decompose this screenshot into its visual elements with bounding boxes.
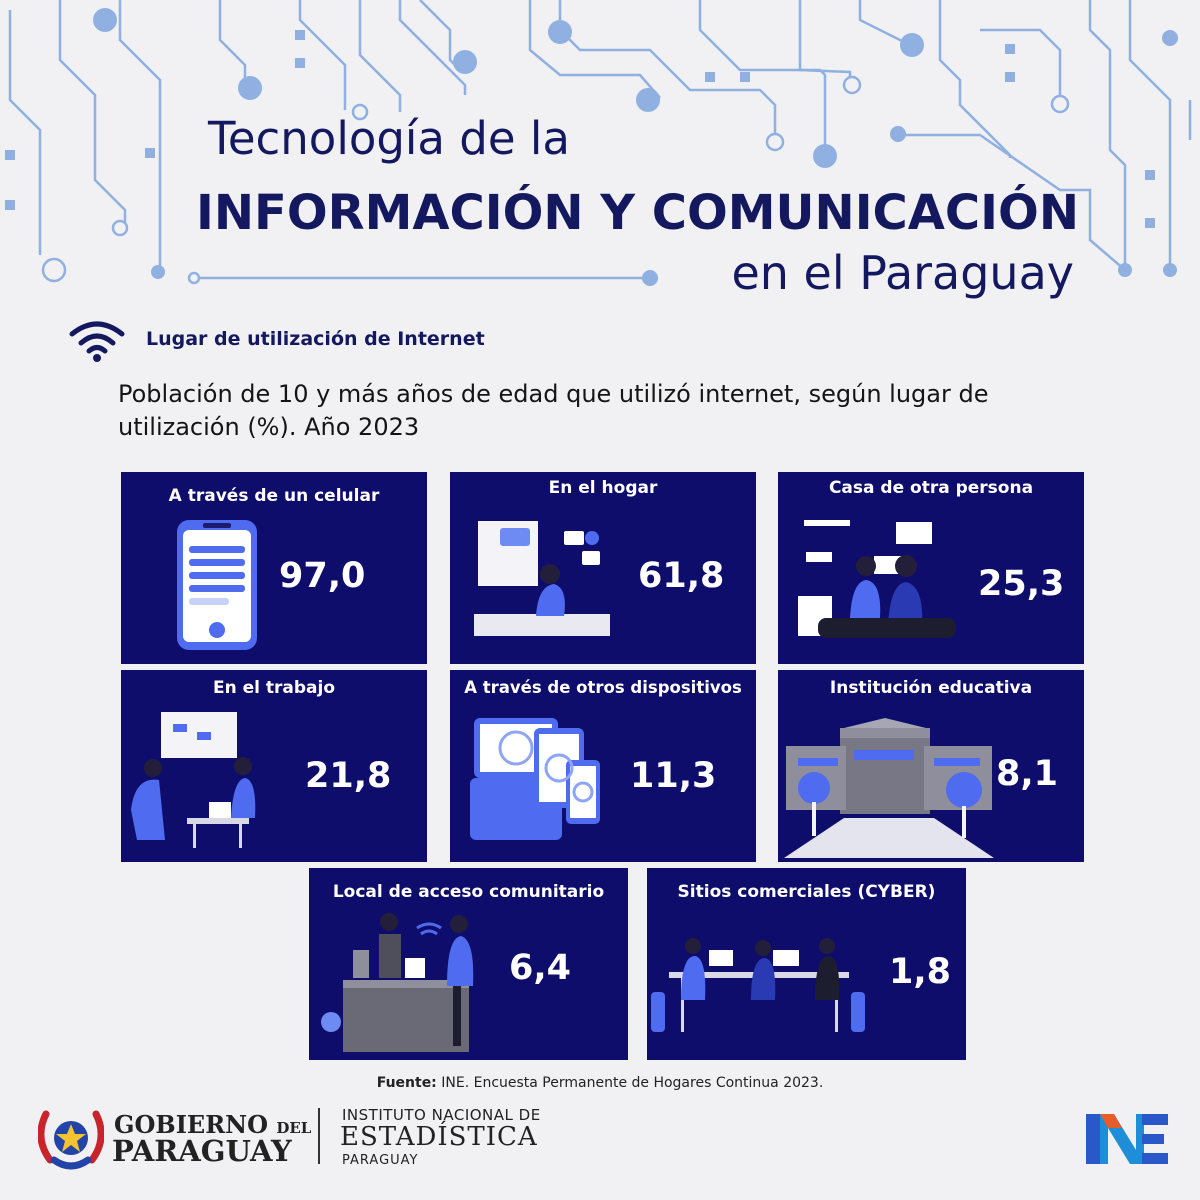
smartphone-icon: [177, 520, 257, 650]
card-label: En el trabajo: [212, 678, 336, 698]
title-line-1: Tecnología de la: [208, 112, 570, 165]
title-line-2: INFORMACIÓN Y COMUNICACIÓN: [196, 185, 1079, 241]
card-label: En el hogar: [548, 478, 658, 498]
wifi-icon: [69, 321, 125, 362]
logo-separator: [318, 1108, 320, 1164]
source-text: INE. Encuesta Permanente de Hogares Cont…: [436, 1075, 824, 1091]
card-value: 1,8: [889, 952, 952, 992]
people-icon: [798, 520, 956, 638]
gov-line1: GOBIERNO: [114, 1110, 268, 1139]
card-dispositivos: A través de otros dispositivos 11,3: [450, 670, 756, 862]
home-icon: [474, 521, 610, 636]
card-otra-persona: Casa de otra persona 25,3: [778, 472, 1084, 664]
section-title: Lugar de utilización de Internet: [146, 328, 485, 350]
card-label: Institución educativa: [829, 678, 1033, 698]
card-value: 97,0: [279, 556, 366, 596]
card-celular: A través de un celular 97,0: [121, 472, 427, 664]
source-label: Fuente:: [376, 1075, 437, 1091]
devices-icon: [470, 718, 600, 840]
title-line-3: en el Paraguay: [731, 246, 1074, 300]
card-cyber: Sitios comerciales (CYBER) 1,8: [647, 868, 966, 1060]
ine-logo: [1086, 1114, 1168, 1164]
community-icon: [321, 913, 474, 1052]
card-value: 21,8: [305, 756, 392, 796]
card-label: A través de un celular: [168, 486, 380, 506]
card-label: Sitios comerciales (CYBER): [677, 882, 936, 902]
paraguay-seal-icon: [38, 1110, 104, 1170]
gov-line1-small: DEL: [276, 1119, 312, 1137]
card-hogar: En el hogar 61,8: [450, 472, 756, 664]
chart-description: Población de 10 y más años de edad que u…: [118, 380, 989, 441]
cyber-icon: [651, 938, 865, 1032]
card-value: 8,1: [996, 754, 1059, 794]
gov-name-line1: GOBIERNO DEL: [114, 1110, 311, 1139]
circuit-background: [5, 0, 1192, 286]
source-note: Fuente: INE. Encuesta Permanente de Hoga…: [0, 1075, 1200, 1091]
ine-line3: PARAGUAY: [342, 1153, 419, 1168]
card-label: Local de acceso comunitario: [332, 882, 605, 902]
school-icon: [784, 718, 994, 858]
card-label: A través de otros dispositivos: [464, 678, 742, 697]
card-value: 11,3: [630, 756, 717, 796]
card-educativa: Institución educativa 8,1: [778, 670, 1084, 862]
card-value: 61,8: [638, 556, 725, 596]
card-label: Casa de otra persona: [828, 478, 1034, 498]
ine-line2: ESTADÍSTICA: [340, 1122, 538, 1152]
card-comunitario: Local de acceso comunitario 6,4: [309, 868, 628, 1060]
card-value: 25,3: [978, 564, 1065, 604]
card-trabajo: En el trabajo 21,8: [121, 670, 427, 862]
gov-name-line2: PARAGUAY: [112, 1134, 292, 1168]
ine-line1: INSTITUTO NACIONAL DE: [342, 1106, 541, 1124]
card-value: 6,4: [509, 948, 572, 988]
office-icon: [131, 712, 256, 848]
